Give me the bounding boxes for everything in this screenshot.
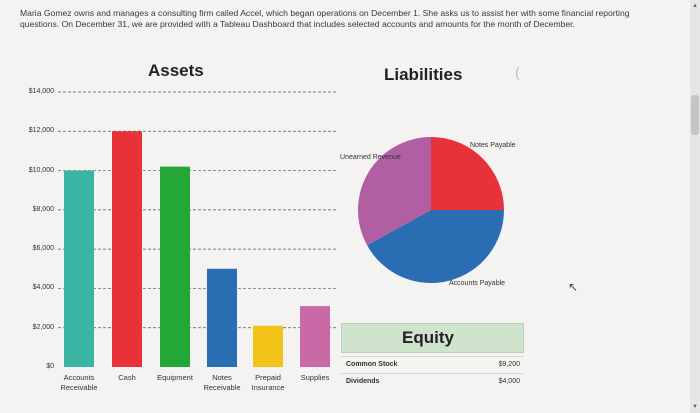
equity-row-common-stock: Common Stock $9,200	[341, 356, 524, 373]
equity-row-label: Dividends	[346, 378, 380, 385]
pie-slice-accounts-payable[interactable]	[367, 210, 504, 283]
equity-row-label: Common Stock	[346, 361, 398, 368]
bar-prepaid-insurance[interactable]	[253, 325, 283, 367]
equity-row-value: $4,000	[498, 378, 520, 385]
scroll-up-icon[interactable]: ▲	[692, 3, 698, 9]
x-axis-label: Cash	[118, 373, 136, 382]
equity-row-value: $9,200	[498, 361, 520, 368]
pie-slice-unearned-revenue[interactable]	[358, 137, 431, 246]
y-tick-label: $12,000	[28, 127, 54, 135]
equity-title: Equity	[402, 328, 454, 347]
equity-row-dividends: Dividends $4,000	[341, 373, 524, 390]
refresh-arc-icon: (	[515, 64, 520, 80]
y-tick-label: $2,000	[32, 323, 54, 331]
pie-label-unearned-revenue: Unearned Revenue	[340, 154, 401, 161]
equity-header-box	[341, 323, 524, 353]
y-tick-label: $14,000	[28, 88, 54, 95]
y-tick-label: $4,000	[32, 284, 54, 292]
y-tick-label: $8,000	[32, 205, 54, 213]
intro-paragraph: Maria Gomez owns and manages a consultin…	[20, 8, 630, 29]
x-axis-label: Prepaid Insurance	[251, 373, 285, 392]
vertical-scrollbar[interactable]: ▲ ▼	[690, 0, 700, 413]
bar-notes-receivable[interactable]	[207, 268, 237, 367]
x-axis-label: Equipment	[157, 373, 193, 382]
x-axis-label: Accounts Receivable	[60, 373, 98, 392]
assets-title: Assets	[148, 61, 204, 80]
bar-equipment[interactable]	[160, 166, 190, 367]
mouse-cursor-icon: ↖	[568, 280, 579, 294]
y-tick-label: $10,000	[28, 166, 54, 174]
bar-supplies[interactable]	[300, 306, 330, 367]
bar-accounts-receivable[interactable]	[64, 170, 94, 367]
scroll-thumb[interactable]	[691, 95, 699, 135]
x-axis-label: Notes Receivable	[203, 373, 241, 392]
y-tick-label: $0	[46, 363, 54, 370]
pie-label-notes-payable: Notes Payable	[470, 142, 516, 149]
x-axis-label: Supplies	[300, 373, 330, 382]
liabilities-title: Liabilities	[384, 65, 463, 84]
y-tick-label: $6,000	[32, 245, 54, 253]
pie-slice-notes-payable[interactable]	[431, 137, 504, 210]
bar-cash[interactable]	[112, 131, 142, 367]
pie-label-accounts-payable: Accounts Payable	[449, 280, 506, 287]
scroll-down-icon[interactable]: ▼	[692, 404, 698, 410]
